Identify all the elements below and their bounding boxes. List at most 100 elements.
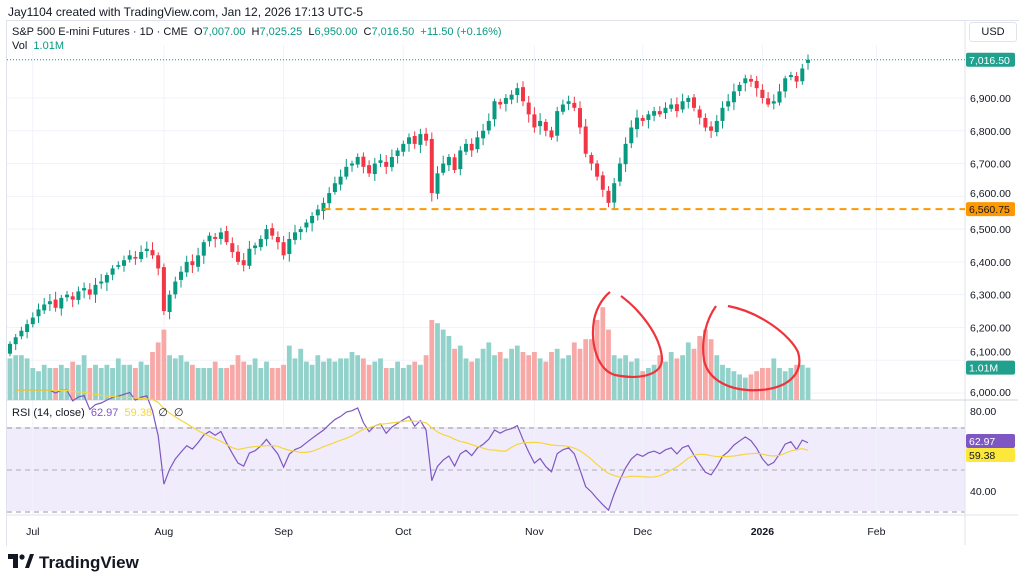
candle [578,101,582,135]
candle [270,223,275,240]
candle [156,252,161,276]
candle [549,126,554,140]
candle [652,106,657,122]
candle-body [589,155,594,164]
candle [315,204,320,221]
volume-bar [577,348,583,400]
candle [133,251,138,265]
candle [600,171,605,197]
candle-body [190,261,195,266]
candle-body [446,156,451,166]
candle [595,160,600,181]
candle-body [766,98,771,105]
volume-bar [247,364,252,400]
candle [87,283,92,300]
rsi-legend: RSI (14, close) 62.97 59.38 ∅ ∅ [12,406,184,419]
candle [287,232,292,262]
volume-tag: 1.01M [969,363,998,375]
candle-body [435,173,440,194]
time-tick-label: Oct [395,526,411,538]
candle-body [521,87,525,102]
candle [464,138,468,156]
volume-bar [611,355,617,400]
volume-bar [58,364,64,400]
candle [264,224,269,247]
candle [344,158,349,180]
candle-body [657,111,662,115]
candle [207,232,212,247]
candle-body [196,255,201,267]
candle-body [788,75,793,78]
candle-body [583,126,588,154]
candle-body [275,236,280,243]
volume-bar [492,355,497,400]
currency-button[interactable]: USD [969,22,1017,42]
volume-bar [212,361,218,400]
last-price-tag-bg [966,52,1015,67]
rsi-ma-line [15,389,809,478]
candle [36,303,41,323]
candle [19,326,24,340]
candle [350,160,354,172]
level-tag: 6,560.75 [969,204,1010,216]
candle-body [355,156,360,165]
candle [310,212,315,232]
volume-bar [241,361,247,400]
volume-bar [110,368,115,400]
candle [446,154,451,172]
candle-body [224,231,229,243]
volume-bar [628,361,634,400]
level-tag-bg [966,202,1015,217]
candle [754,76,759,97]
rsi-ma-tag-bg [966,448,1015,462]
volume-bar [452,348,457,400]
price-tick-label: 6,500.00 [970,224,1011,236]
time-tick-label: Aug [155,526,174,538]
candle [395,147,400,164]
candle-body [30,317,35,325]
volume-bar [566,355,571,400]
candle-body [617,163,622,182]
candle-body [481,130,486,139]
candle [737,81,742,97]
candle-body [794,76,799,82]
symbol-name[interactable]: S&P 500 E-mini Futures · 1D · CME [12,26,188,38]
candle [218,227,223,245]
candle [566,95,571,111]
candle-body [19,330,24,337]
volume-bar [725,368,731,400]
candle [606,186,611,208]
candle-body [236,251,240,262]
volume-bar [549,352,554,400]
volume-bar [70,361,76,400]
volume-bar [98,368,104,400]
candle [714,115,719,137]
volume-bar [224,368,229,400]
volume-bar [765,368,771,400]
candle-body [389,156,394,168]
rsi-label[interactable]: RSI (14, close) [12,407,85,419]
candle [281,235,286,260]
candle [481,123,486,146]
candle-body [139,252,144,259]
candle-body [230,243,235,253]
candle-body [749,78,753,82]
volume-label[interactable]: Vol [12,40,28,52]
candle [771,94,776,110]
candle-body [264,229,269,240]
candle-body [384,161,389,167]
volume-bar [640,371,646,400]
price-tick-label: 6,600.00 [970,188,1011,200]
volume-bar [788,368,794,400]
candle [709,121,714,138]
candle-body [464,143,468,152]
candle [543,118,548,137]
volume-bar [252,358,258,400]
open-value: 7,007.00 [202,26,246,38]
candle-body [270,228,275,236]
candle [293,224,297,245]
candle [275,231,280,250]
footer-brand[interactable]: TradingView [8,553,139,573]
candle [8,341,12,357]
